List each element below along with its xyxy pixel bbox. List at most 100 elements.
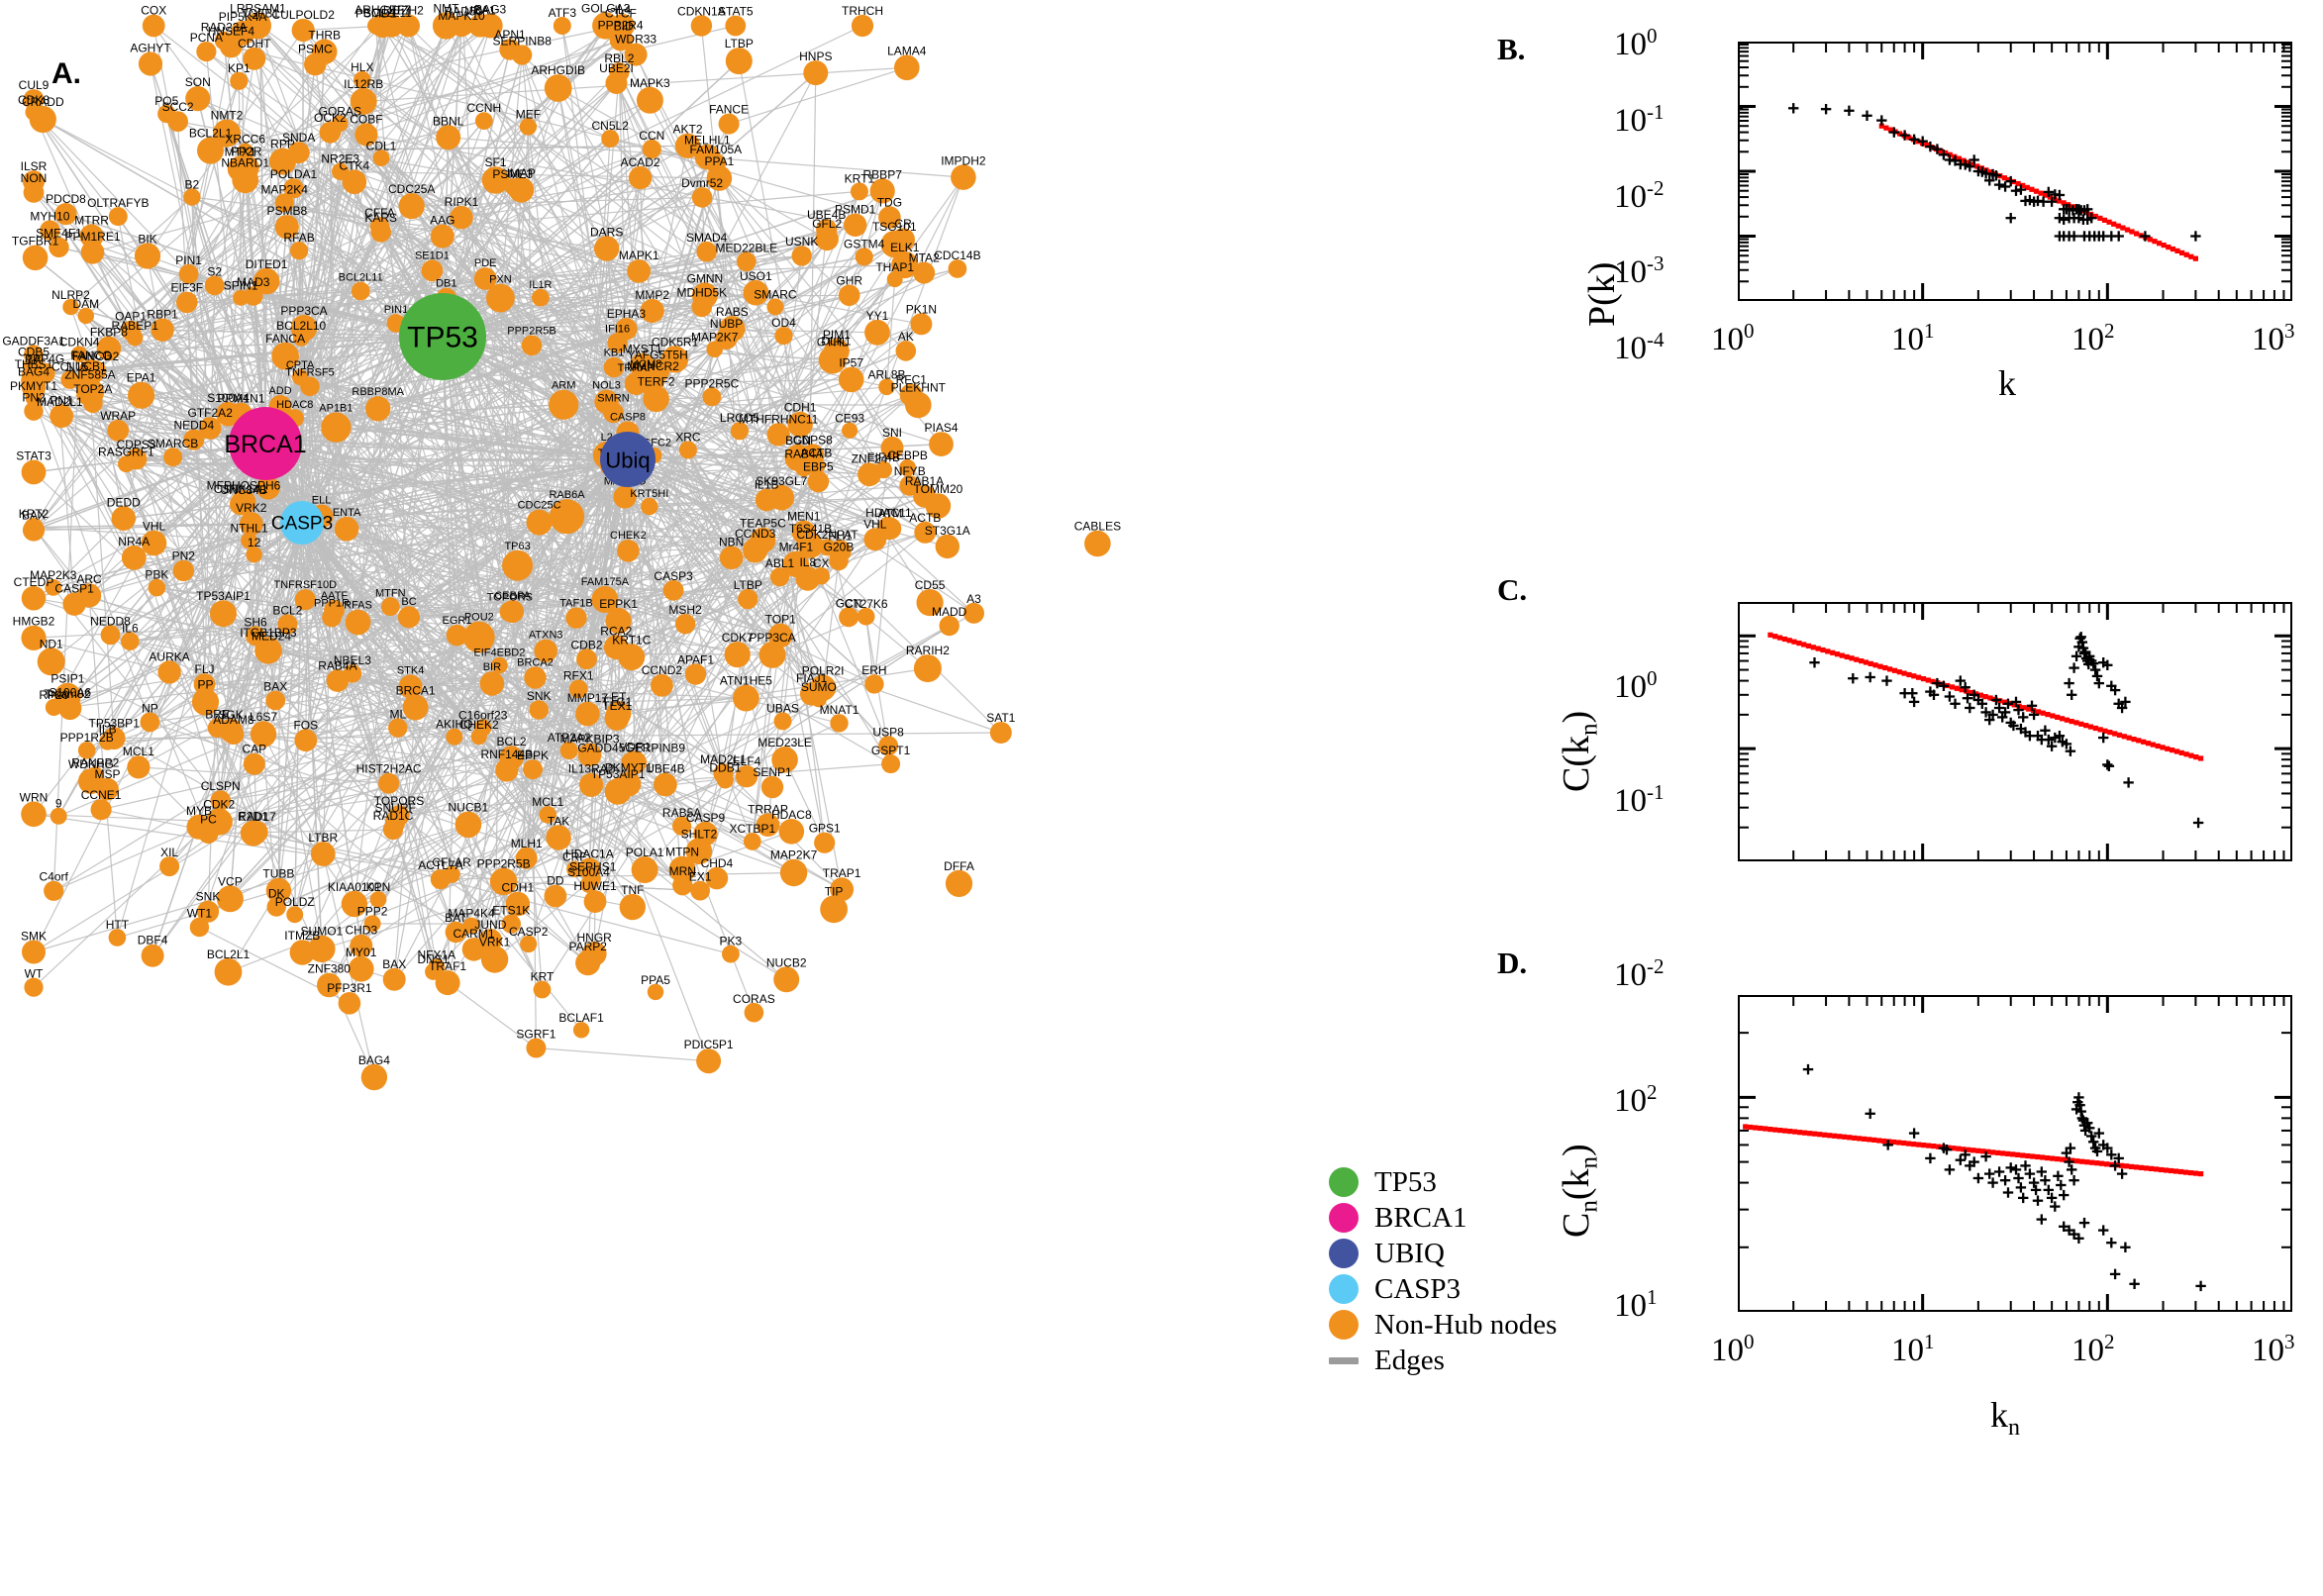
network-node[interactable] — [246, 547, 262, 563]
network-node[interactable] — [82, 393, 103, 413]
network-node[interactable] — [830, 877, 855, 902]
network-node[interactable] — [243, 47, 266, 70]
network-node[interactable] — [797, 533, 824, 558]
network-node[interactable] — [37, 648, 65, 676]
network-node[interactable] — [363, 915, 381, 933]
network-node[interactable] — [157, 104, 176, 124]
network-node[interactable] — [864, 319, 890, 346]
network-node[interactable] — [77, 742, 96, 759]
network-node[interactable] — [382, 967, 406, 991]
network-node[interactable] — [895, 341, 917, 361]
network-node[interactable] — [29, 105, 56, 134]
network-node[interactable] — [951, 164, 976, 190]
network-node[interactable] — [40, 220, 60, 241]
network-node[interactable] — [771, 747, 798, 773]
network-node[interactable] — [219, 718, 244, 743]
hub-circle[interactable] — [229, 407, 302, 480]
network-node[interactable] — [378, 772, 400, 794]
network-node[interactable] — [54, 203, 77, 226]
network-node[interactable] — [255, 475, 280, 500]
network-node[interactable] — [57, 696, 82, 721]
network-node[interactable] — [803, 60, 829, 86]
network-node[interactable] — [812, 566, 830, 585]
network-node[interactable] — [360, 1063, 388, 1091]
network-node[interactable] — [354, 70, 371, 89]
network-node[interactable] — [172, 559, 194, 582]
network-node[interactable] — [354, 123, 378, 147]
network-node[interactable] — [691, 296, 713, 318]
network-node[interactable] — [252, 17, 269, 35]
network-node[interactable] — [524, 666, 547, 689]
network-node[interactable] — [148, 578, 166, 597]
network-node[interactable] — [799, 682, 824, 706]
network-node[interactable] — [963, 602, 984, 624]
neighbor-connectivity-plot[interactable] — [1736, 994, 2294, 1314]
network-node[interactable] — [642, 140, 661, 159]
network-node[interactable] — [534, 639, 557, 663]
network-node[interactable] — [624, 372, 648, 395]
network-node[interactable] — [118, 455, 135, 473]
network-node[interactable] — [271, 342, 299, 370]
network-node[interactable] — [851, 14, 874, 38]
network-node[interactable] — [22, 170, 46, 193]
network-node[interactable] — [779, 858, 808, 887]
network-node[interactable] — [322, 607, 342, 628]
network-node[interactable] — [718, 113, 740, 135]
network-node[interactable] — [291, 18, 315, 43]
network-node[interactable] — [572, 1022, 590, 1039]
network-node[interactable] — [773, 712, 792, 731]
network-node[interactable] — [730, 422, 750, 441]
network-node[interactable] — [603, 356, 625, 378]
network-node[interactable] — [252, 267, 280, 295]
network-node[interactable] — [591, 586, 619, 613]
network-node[interactable] — [719, 546, 744, 570]
network-node[interactable] — [50, 404, 73, 429]
network-node[interactable] — [486, 283, 515, 313]
network-node[interactable] — [470, 729, 487, 746]
network-node[interactable] — [580, 875, 597, 893]
network-node[interactable] — [21, 585, 47, 611]
network-node[interactable] — [338, 992, 361, 1015]
network-node[interactable] — [839, 607, 859, 628]
network-node[interactable] — [504, 178, 522, 195]
network-node[interactable] — [462, 621, 495, 653]
network-node[interactable] — [581, 942, 607, 966]
network-node[interactable] — [505, 891, 531, 917]
network-node[interactable] — [454, 811, 482, 839]
network-node[interactable] — [398, 193, 425, 220]
network-node[interactable] — [905, 391, 932, 419]
network-nodes[interactable] — [21, 12, 1111, 1091]
network-node[interactable] — [696, 1048, 722, 1074]
network-node[interactable] — [869, 178, 895, 204]
network-node[interactable] — [690, 15, 713, 37]
network-node[interactable] — [21, 459, 47, 485]
network-node[interactable] — [388, 718, 408, 738]
network-node[interactable] — [576, 648, 597, 670]
network-node[interactable] — [678, 441, 697, 459]
network-node[interactable] — [807, 470, 830, 493]
network-node[interactable] — [623, 750, 647, 774]
network-node[interactable] — [274, 215, 299, 240]
network-node[interactable] — [241, 532, 257, 549]
network-node[interactable] — [642, 370, 664, 393]
network-node[interactable] — [878, 378, 895, 396]
network-node[interactable] — [948, 259, 967, 278]
network-node[interactable] — [477, 13, 503, 39]
clustering-coefficient-plot[interactable] — [1736, 601, 2294, 863]
network-node[interactable] — [672, 816, 692, 836]
network-node[interactable] — [239, 512, 263, 536]
hub-circle[interactable] — [280, 501, 324, 545]
network-node[interactable] — [310, 842, 336, 866]
network-node[interactable] — [760, 775, 784, 799]
protein-interaction-network[interactable]: CDC14BTHAP1KIAA0101ARL8BTAF1BRNF144BC16o… — [0, 0, 1446, 1596]
network-node[interactable] — [107, 419, 130, 442]
network-node[interactable] — [549, 499, 585, 535]
network-node[interactable] — [183, 429, 205, 450]
network-node[interactable] — [880, 230, 908, 258]
network-node[interactable] — [743, 538, 768, 563]
network-node[interactable] — [100, 625, 121, 646]
network-node[interactable] — [491, 656, 508, 674]
network-node[interactable] — [583, 890, 607, 913]
network-node[interactable] — [250, 721, 277, 748]
network-node[interactable] — [607, 333, 628, 353]
